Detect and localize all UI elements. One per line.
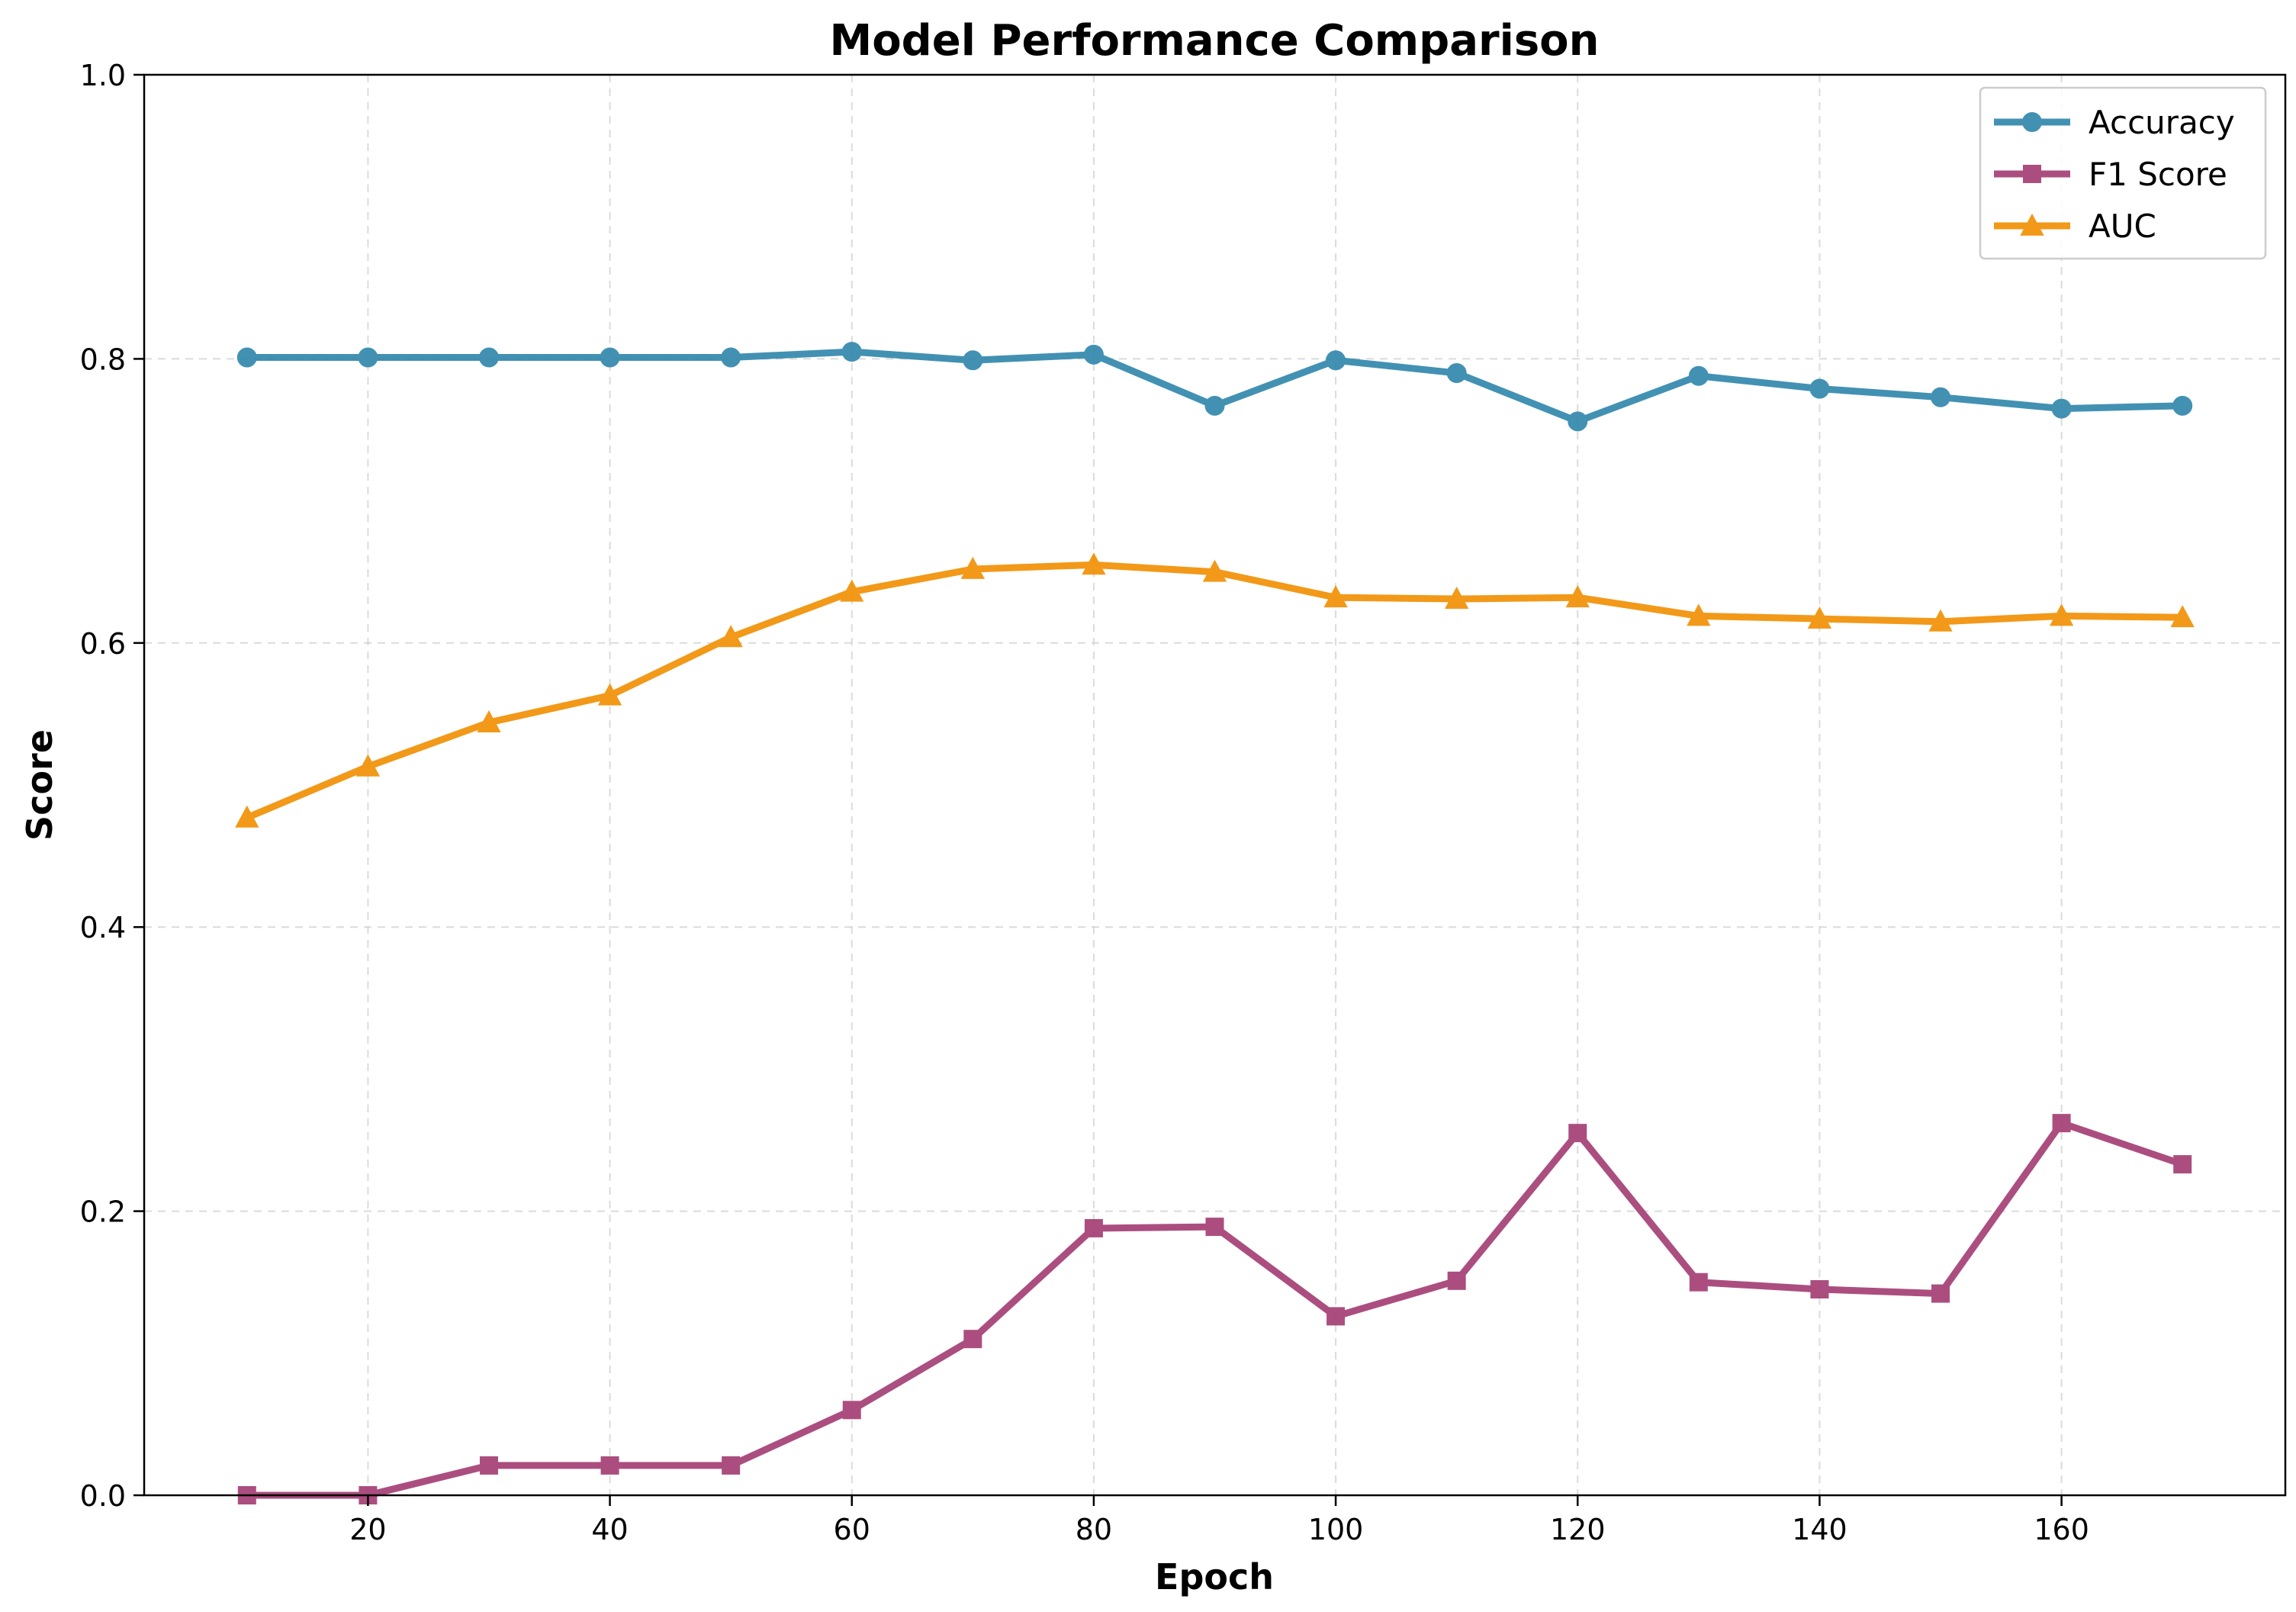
data-point-f1-score [963, 1330, 982, 1349]
y-axis-ticks: 0.0 0.2 0.4 0.6 0.8 1.0 [80, 59, 144, 1513]
data-point-auc [2170, 605, 2195, 628]
data-point-auc [1565, 585, 1590, 608]
data-point-auc [2049, 603, 2074, 626]
data-point-accuracy [1326, 350, 1346, 371]
data-point-accuracy [2051, 398, 2072, 419]
series-line-auc [243, 561, 2186, 822]
data-point-f1-score [842, 1401, 861, 1420]
y-tick-label: 1.0 [80, 59, 126, 92]
x-tick-label: 100 [1308, 1513, 1364, 1546]
data-point-auc [1807, 607, 1832, 629]
data-point-f1-score [479, 1456, 498, 1475]
data-point-f1-score [2173, 1155, 2192, 1174]
data-point-accuracy [1083, 344, 1104, 365]
chart-title: Model Performance Comparison [829, 16, 1599, 66]
data-point-accuracy [600, 347, 620, 368]
series-line-f1-score [243, 1119, 2186, 1499]
x-axis-ticks: 20 40 60 80 100 120 140 160 [349, 1495, 2089, 1546]
y-tick-label: 0.2 [80, 1195, 126, 1229]
data-point-auc [1323, 585, 1348, 608]
data-point-auc [477, 709, 501, 732]
legend-marker-accuracy [2022, 112, 2042, 132]
data-point-auc [597, 683, 622, 706]
x-tick-label: 60 [834, 1513, 870, 1546]
x-axis-label: Epoch [1155, 1556, 1274, 1598]
x-tick-label: 160 [2034, 1513, 2089, 1546]
legend-label-f1-score: F1 Score [2089, 156, 2227, 193]
data-point-f1-score [600, 1456, 619, 1475]
x-tick-label: 80 [1076, 1513, 1112, 1546]
data-point-accuracy [1568, 411, 1588, 432]
data-point-f1-score [1568, 1124, 1587, 1143]
data-point-f1-score [1931, 1284, 1950, 1303]
series-accuracy [236, 342, 2193, 432]
data-point-auc [1444, 586, 1469, 609]
x-tick-label: 40 [591, 1513, 628, 1546]
data-point-auc [960, 556, 986, 579]
data-point-f1-score [722, 1456, 741, 1475]
grid [144, 74, 2285, 1496]
data-point-auc [719, 625, 743, 648]
data-point-auc [355, 754, 381, 777]
legend-item-accuracy [1994, 112, 2070, 132]
data-point-auc [1687, 603, 1711, 626]
x-tick-label: 120 [1550, 1513, 1606, 1546]
legend: Accuracy F1 Score AUC [1979, 86, 2267, 260]
legend-item-auc [1994, 213, 2070, 236]
data-point-accuracy [1688, 365, 1709, 386]
series-layer [235, 342, 2195, 1504]
legend-label-accuracy: Accuracy [2089, 104, 2235, 141]
legend-item-f1-score [1994, 165, 2070, 183]
data-point-auc [1082, 552, 1106, 575]
legend-marker-f1-score [2023, 165, 2041, 183]
data-point-auc [1928, 609, 1953, 632]
data-point-accuracy [1446, 363, 1467, 384]
y-tick-label: 0.8 [80, 343, 126, 376]
data-point-f1-score [1689, 1273, 1708, 1292]
series-auc [235, 552, 2195, 828]
data-point-auc [235, 805, 259, 828]
data-point-accuracy [1809, 378, 1830, 399]
data-point-accuracy [1204, 395, 1225, 416]
data-point-accuracy [1931, 387, 1951, 407]
y-tick-label: 0.0 [80, 1479, 126, 1513]
data-point-f1-score [1810, 1280, 1829, 1299]
x-tick-label: 140 [1792, 1513, 1847, 1546]
data-point-accuracy [236, 347, 257, 368]
data-point-accuracy [721, 347, 741, 368]
y-tick-label: 0.6 [80, 627, 126, 661]
legend-marker-auc [2020, 213, 2044, 236]
data-point-accuracy [478, 347, 499, 368]
data-point-f1-score [2052, 1114, 2071, 1133]
y-tick-label: 0.4 [80, 911, 126, 944]
data-point-f1-score [1326, 1307, 1346, 1326]
legend-label-auc: AUC [2089, 208, 2156, 245]
data-point-accuracy [2172, 395, 2193, 416]
plot-frame [143, 73, 2287, 1497]
legend-items: Accuracy F1 Score AUC [1994, 104, 2235, 245]
data-point-auc [1202, 559, 1227, 582]
data-point-f1-score [1205, 1218, 1224, 1237]
data-point-accuracy [963, 350, 983, 371]
data-point-accuracy [358, 347, 378, 368]
series-f1-score [237, 1114, 2192, 1504]
y-axis-label: Score [19, 729, 60, 841]
data-point-f1-score [1447, 1271, 1466, 1290]
x-tick-label: 20 [349, 1513, 386, 1546]
data-point-f1-score [1084, 1218, 1103, 1237]
legend-box [1979, 86, 2267, 260]
data-point-accuracy [841, 342, 862, 362]
data-point-auc [840, 579, 864, 602]
